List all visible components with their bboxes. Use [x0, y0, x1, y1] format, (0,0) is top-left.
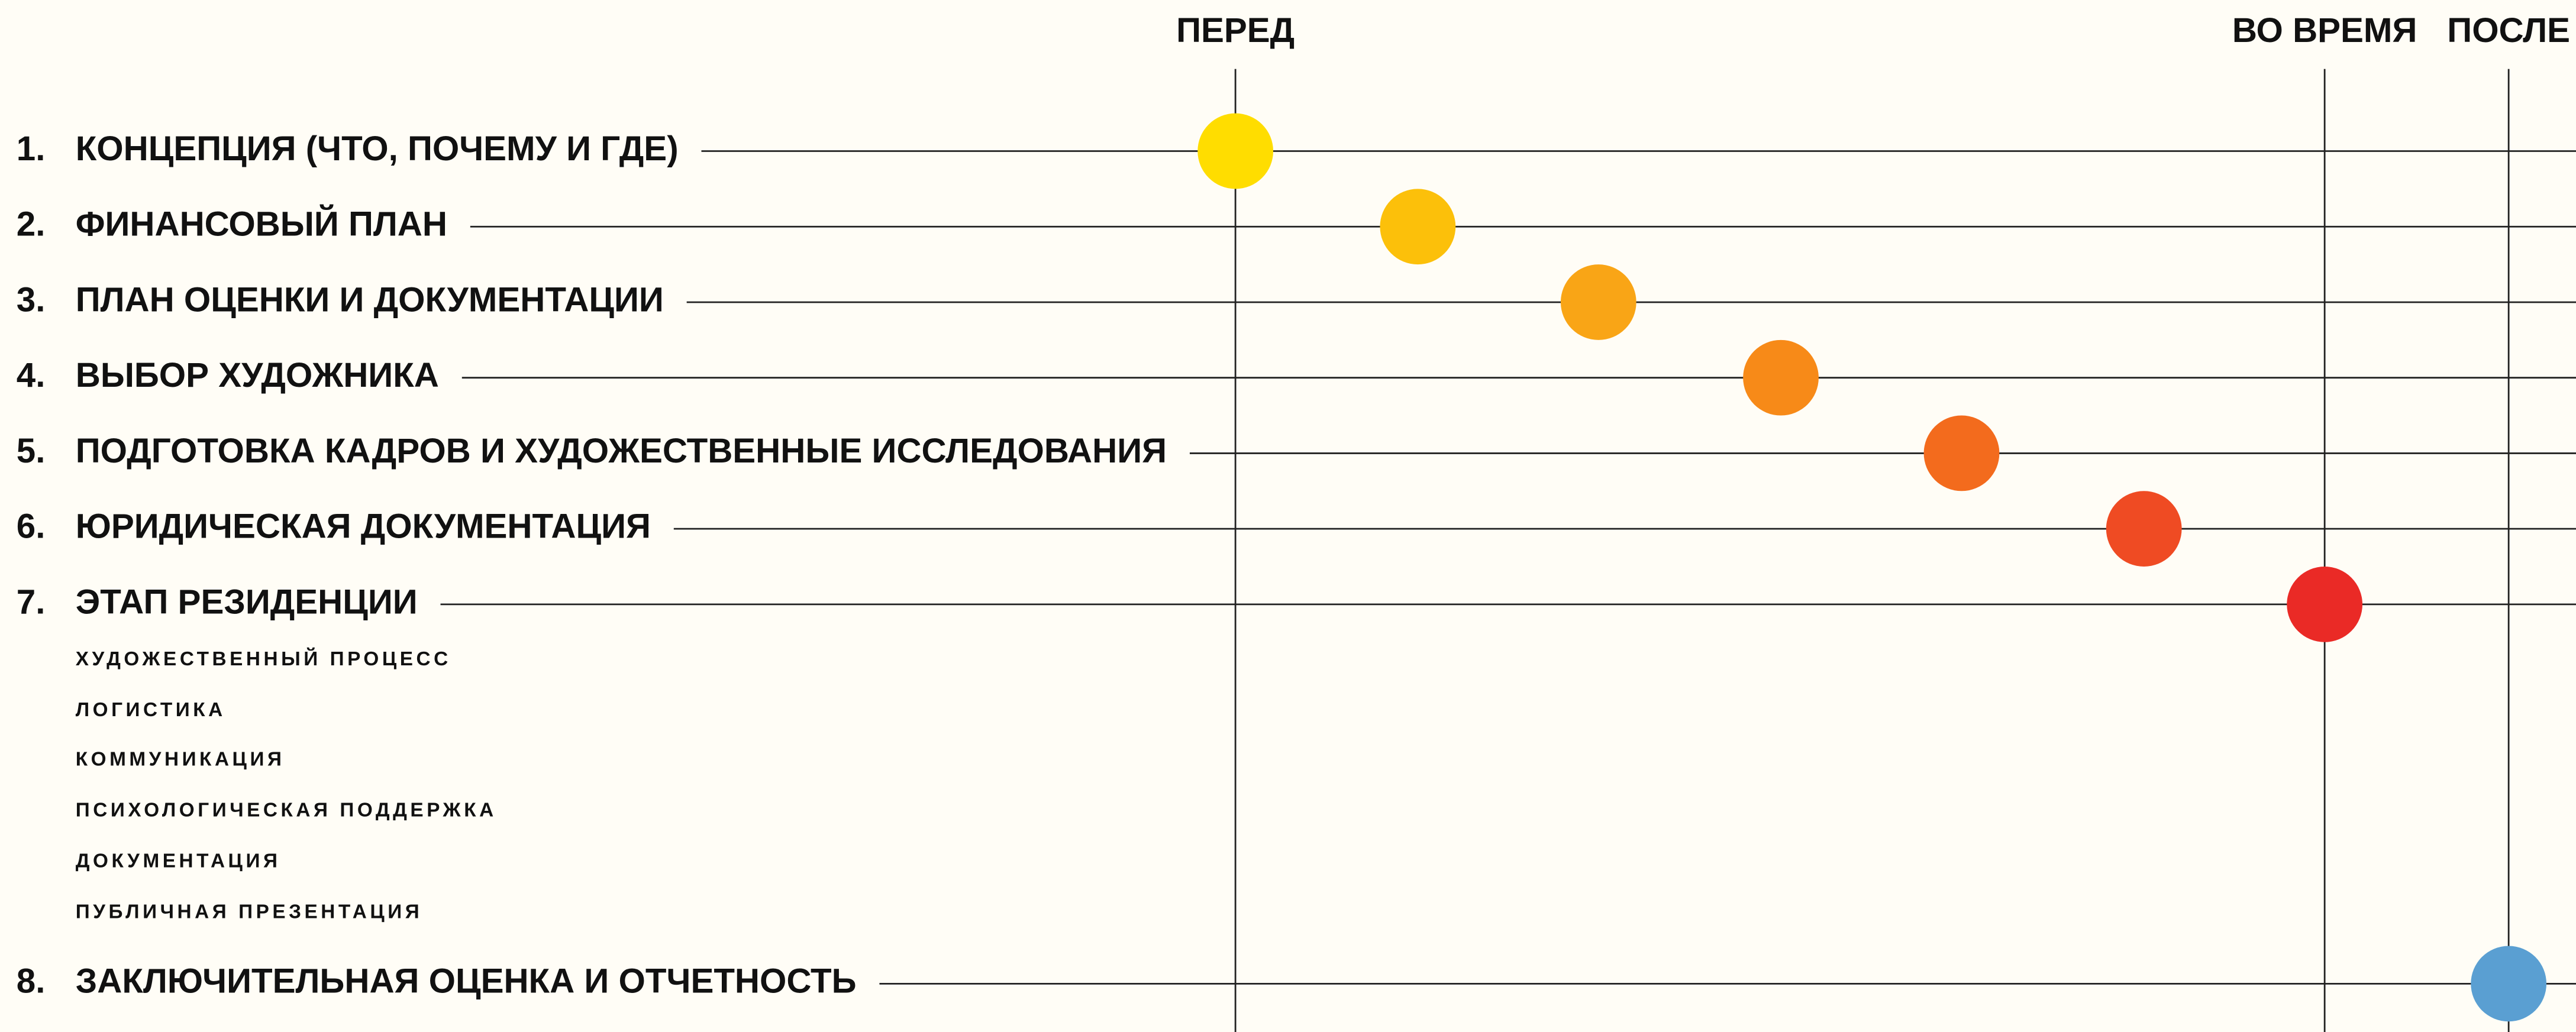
step-dot: [1743, 339, 1819, 416]
step-number: 7.: [17, 583, 46, 621]
sub-item: ДОКУМЕНТАЦИЯ: [76, 850, 281, 872]
step-label: КОНЦЕПЦИЯ (ЧТО, ПОЧЕМУ И ГДЕ): [76, 130, 679, 168]
step-number: 3.: [17, 280, 46, 319]
step-dot: [1560, 264, 1636, 340]
step-number: 1.: [17, 130, 46, 168]
step-label: ФИНАНСОВЫЙ ПЛАН: [76, 204, 447, 244]
step-dot: [1380, 189, 1456, 265]
step-label: ПЛАН ОЦЕНКИ И ДОКУМЕНТАЦИИ: [76, 280, 664, 319]
step-dot: [2471, 946, 2547, 1022]
step-label: ЭТАП РЕЗИДЕНЦИИ: [76, 583, 418, 621]
step-dot: [1197, 113, 1274, 189]
step-label: ЗАКЛЮЧИТЕЛЬНАЯ ОЦЕНКА И ОТЧЕТНОСТЬ: [76, 962, 857, 1001]
phase-label: ПЕРЕД: [1176, 11, 1295, 50]
phase-label: ВО ВРЕМЯ: [2232, 11, 2417, 50]
sub-item: ПСИХОЛОГИЧЕСКАЯ ПОДДЕРЖКА: [76, 800, 497, 821]
phase-label: ПОСЛЕ: [2447, 11, 2570, 50]
step-dot: [2287, 567, 2363, 642]
step-label: ПОДГОТОВКА КАДРОВ И ХУДОЖЕСТВЕННЫЕ ИССЛЕ…: [76, 432, 1167, 470]
step-number: 6.: [17, 507, 46, 546]
step-dot: [2106, 491, 2182, 567]
step-dot: [1923, 415, 2000, 491]
sub-item: ХУДОЖЕСТВЕННЫЙ ПРОЦЕСС: [76, 647, 451, 670]
step-number: 4.: [17, 356, 46, 394]
sub-item: ПУБЛИЧНАЯ ПРЕЗЕНТАЦИЯ: [76, 901, 423, 923]
step-number: 2.: [17, 205, 46, 244]
step-number: 8.: [17, 962, 46, 1001]
step-number: 5.: [17, 432, 46, 470]
sub-item: ЛОГИСТИКА: [76, 699, 226, 721]
sub-item: КОММУНИКАЦИЯ: [76, 748, 285, 770]
step-label: ЮРИДИЧЕСКАЯ ДОКУМЕНТАЦИЯ: [76, 507, 651, 546]
step-label: ВЫБОР ХУДОЖНИКА: [76, 356, 439, 394]
